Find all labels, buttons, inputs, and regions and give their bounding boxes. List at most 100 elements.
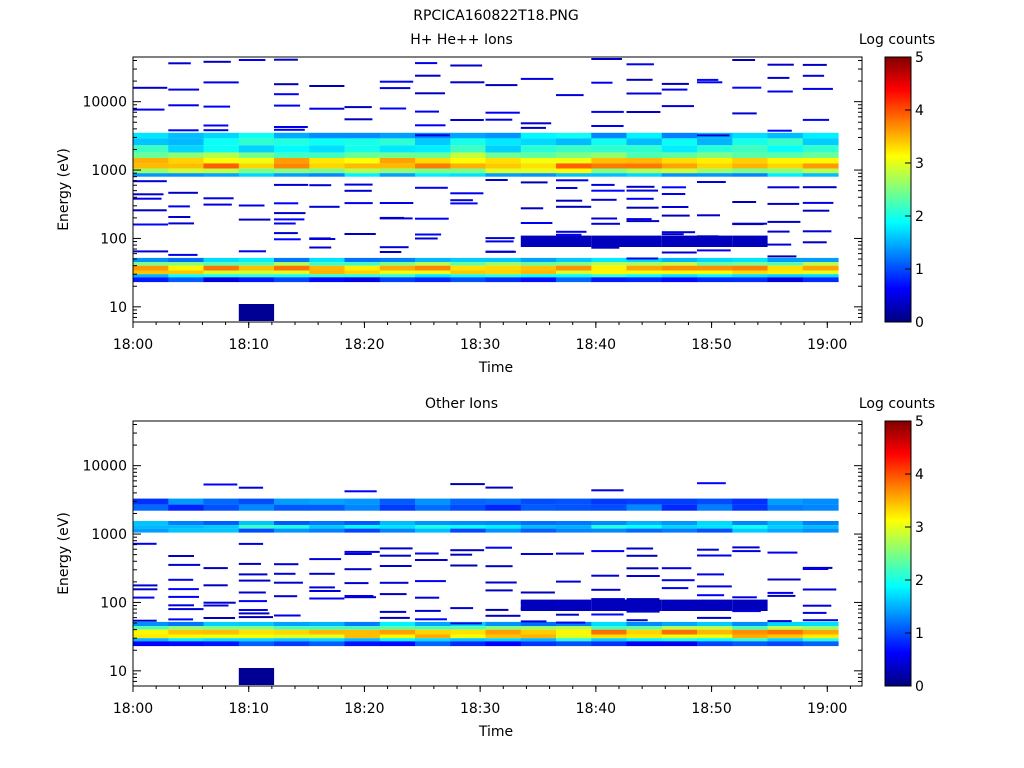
colorbar-tick-label: 4 [915, 103, 924, 119]
heatmap-cell [767, 638, 804, 642]
heatmap-cell [697, 525, 733, 529]
y-tick-label: 10 [109, 664, 127, 680]
heatmap-cell [767, 262, 804, 266]
heatmap-cell [767, 594, 796, 597]
heatmap-cell [133, 626, 169, 630]
heatmap-cell [238, 573, 268, 576]
heatmap-cell [415, 262, 451, 266]
heatmap-cell [626, 265, 663, 271]
heatmap-cell [661, 251, 697, 254]
heatmap-cell [591, 621, 628, 627]
heatmap-cell [802, 626, 839, 630]
heatmap-cell [379, 152, 416, 158]
heatmap-cell [168, 129, 199, 132]
heatmap-cell [450, 145, 487, 153]
heatmap-cell [732, 521, 769, 526]
heatmap-cell [802, 262, 839, 266]
heatmap-cell [767, 551, 798, 554]
heatmap-cell [415, 528, 451, 533]
heatmap-cell [697, 641, 733, 647]
heatmap-cell [802, 209, 830, 212]
heatmap-cell [802, 163, 839, 169]
heatmap-cell [591, 257, 628, 263]
heatmap-cell [697, 626, 733, 630]
heatmap-cell [379, 581, 409, 584]
heatmap-cell [168, 621, 205, 627]
heatmap-cell [556, 265, 592, 271]
heatmap-cell [732, 132, 769, 139]
heatmap-cell [274, 265, 310, 271]
heatmap-cell [415, 621, 451, 627]
heatmap-cell [697, 554, 732, 557]
heatmap-cell [520, 504, 557, 511]
heatmap-cell [520, 138, 557, 146]
heatmap-cell [520, 599, 557, 611]
heatmap-cell [168, 274, 205, 278]
heatmap-cell [767, 274, 804, 278]
heatmap-cell [591, 81, 613, 84]
heatmap-cell [309, 145, 346, 153]
colorbar-label: Log counts [859, 32, 935, 48]
heatmap-cell [802, 629, 839, 635]
heatmap-cell [591, 629, 628, 635]
heatmap-cell [168, 216, 191, 218]
heatmap-cell [485, 528, 522, 533]
x-tick-label: 19:00 [807, 701, 847, 717]
heatmap-cell [520, 274, 557, 278]
heatmap-cell [203, 265, 240, 271]
heatmap-cell [415, 237, 438, 240]
heatmap-cell [133, 163, 169, 169]
heatmap-cell [626, 132, 663, 139]
heatmap-cell [767, 498, 804, 505]
heatmap-cell [661, 233, 684, 236]
heatmap-cell [556, 599, 592, 611]
heatmap-cell [415, 163, 451, 169]
panel-title: Other Ions [425, 396, 498, 412]
heatmap-cell [133, 629, 169, 635]
heatmap-cell [802, 152, 839, 158]
heatmap-cell [485, 158, 522, 164]
plot-frame [132, 420, 863, 687]
heatmap-cell [450, 634, 487, 639]
heatmap-cell [133, 180, 167, 183]
heatmap-cell [203, 601, 236, 604]
heatmap-cell [732, 270, 769, 275]
heatmap-cell [274, 581, 303, 584]
heatmap-cell [802, 63, 827, 66]
heatmap-cell [520, 262, 557, 266]
y-axis-label: Energy (eV) [56, 148, 72, 231]
heatmap-cell [802, 604, 832, 607]
heatmap-cell [450, 626, 487, 630]
heatmap-cell [732, 201, 757, 203]
heatmap-cell [556, 168, 592, 174]
heatmap-cell [203, 567, 228, 570]
heatmap-cell [309, 168, 346, 174]
heatmap-cell [238, 250, 266, 253]
heatmap-cell [802, 634, 839, 639]
heatmap-cell [697, 145, 733, 153]
heatmap-cell [133, 641, 169, 647]
heatmap-cell [767, 257, 804, 263]
heatmap-cell [520, 257, 557, 263]
heatmap-cell [626, 528, 663, 533]
heatmap-cell [415, 152, 451, 158]
heatmap-cell [485, 262, 522, 266]
heatmap-cell [591, 489, 624, 492]
heatmap-cell [238, 204, 265, 207]
heatmap-cell [626, 567, 659, 570]
heatmap-cell [661, 621, 698, 627]
x-axis-label: Time [478, 360, 513, 376]
heatmap-cell [802, 138, 839, 146]
heatmap-cell [274, 641, 310, 647]
heatmap-cell [133, 498, 169, 505]
heatmap-cell [133, 145, 169, 153]
heatmap-cell [697, 152, 733, 158]
x-tick-label: 18:30 [460, 701, 500, 717]
heatmap-cell [626, 220, 660, 223]
heatmap-cell [379, 265, 416, 271]
heatmap-cell [802, 265, 839, 271]
heatmap-cell [520, 620, 547, 623]
heatmap-cell [520, 634, 557, 639]
heatmap-cell [626, 621, 663, 627]
heatmap-cell [661, 88, 688, 91]
